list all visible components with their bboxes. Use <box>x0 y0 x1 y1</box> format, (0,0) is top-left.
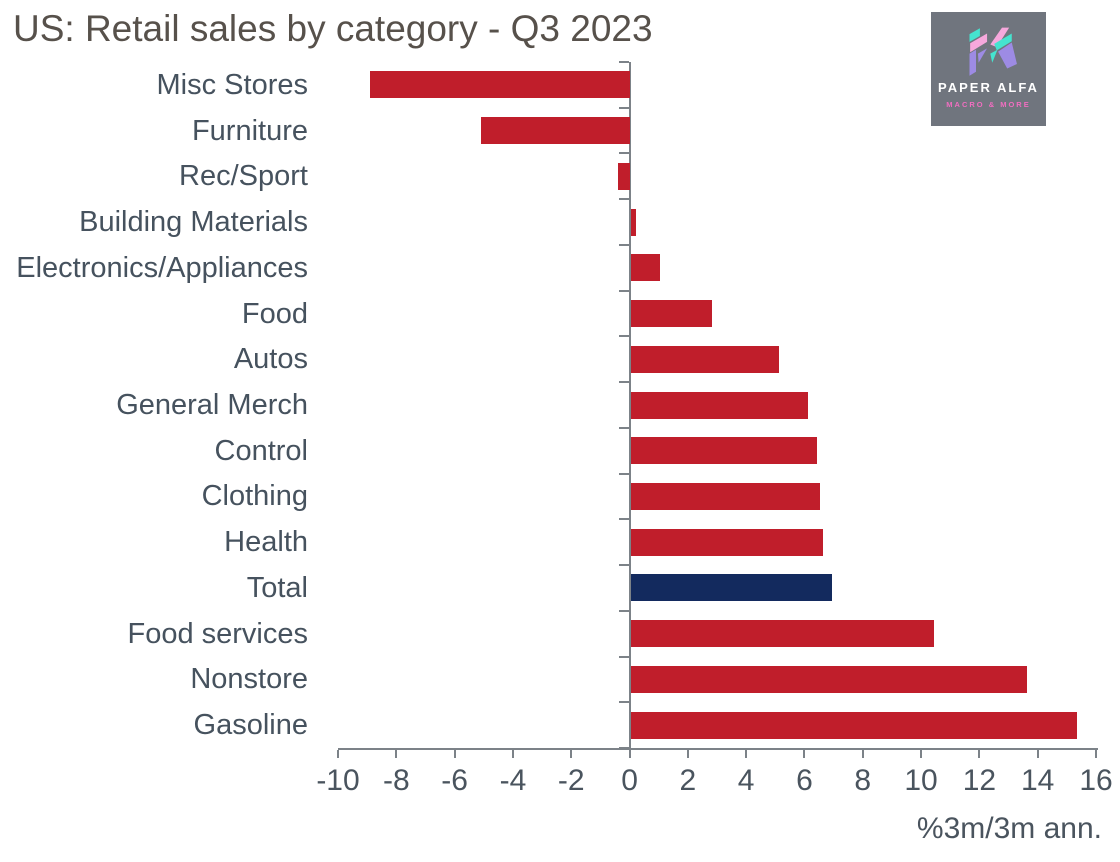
category-axis-tick <box>618 426 629 429</box>
value-axis-tick-label: 2 <box>679 764 697 797</box>
category-label-clothing: Clothing <box>201 480 308 513</box>
value-axis-tick-label: 4 <box>737 764 755 797</box>
bar-furniture <box>480 117 630 145</box>
paper-alfa-logo: PAPER ALFA MACRO & MORE <box>931 12 1046 126</box>
value-axis-tick-label: -8 <box>382 764 410 797</box>
category-axis-tick <box>618 472 629 475</box>
category-axis-tick <box>618 381 629 384</box>
bar-clothing <box>630 482 821 510</box>
bar-total <box>630 574 832 602</box>
category-label-total: Total <box>246 571 308 604</box>
category-label-building-materials: Building Materials <box>79 206 308 239</box>
category-axis-tick <box>618 564 629 567</box>
category-label-control: Control <box>214 434 309 467</box>
value-axis-tick <box>861 750 864 758</box>
category-axis-tick <box>618 518 629 521</box>
category-label-health: Health <box>224 526 308 559</box>
value-axis-tick <box>511 750 514 758</box>
bar-electronics-appliances <box>630 254 660 282</box>
value-axis-tick-label: -4 <box>499 764 527 797</box>
value-axis-tick-label: -2 <box>557 764 585 797</box>
category-label-gasoline: Gasoline <box>193 709 308 742</box>
category-label-food: Food <box>241 297 308 330</box>
bar-food <box>630 300 713 328</box>
category-axis-tick <box>618 243 629 246</box>
category-label-food-services: Food services <box>127 617 308 650</box>
bar-general-merch <box>630 391 809 419</box>
bar-rec-sport <box>617 162 630 190</box>
category-label-autos: Autos <box>233 343 308 376</box>
bar-autos <box>630 345 780 373</box>
category-axis-tick <box>618 152 629 155</box>
category-label-electronics-appliances: Electronics/Appliances <box>16 251 308 284</box>
value-axis-tick-label: 16 <box>1079 764 1113 797</box>
value-axis-tick-label: 0 <box>621 764 638 797</box>
category-axis-tick <box>618 106 629 109</box>
value-axis-tick <box>978 750 981 758</box>
value-axis-tick <box>395 750 398 758</box>
value-axis-tick <box>570 750 573 758</box>
value-axis-tick <box>686 750 689 758</box>
x-axis-caption: %3m/3m ann. <box>916 812 1102 845</box>
bar-nonstore <box>630 665 1028 693</box>
bar-food-services <box>630 620 934 648</box>
value-axis-tick <box>1036 750 1039 758</box>
value-axis-tick-label: 14 <box>1021 764 1055 797</box>
bar-building-materials <box>630 208 637 236</box>
category-label-misc-stores: Misc Stores <box>156 68 308 101</box>
value-axis-tick <box>745 750 748 758</box>
category-label-general-merch: General Merch <box>116 389 308 421</box>
logo-tagline-text: MACRO & MORE <box>946 100 1031 109</box>
value-axis-tick-label: -10 <box>316 764 360 797</box>
logo-brand-text: PAPER ALFA <box>938 80 1039 95</box>
category-label-furniture: Furniture <box>191 114 308 147</box>
category-label-nonstore: Nonstore <box>190 663 308 696</box>
value-axis-tick-label: 8 <box>854 764 872 797</box>
chart-title: US: Retail sales by category - Q3 2023 <box>13 8 653 49</box>
category-axis-tick <box>618 61 629 63</box>
bar-misc-stores <box>370 71 630 99</box>
category-axis-tick <box>618 655 629 658</box>
category-label-rec-sport: Rec/Sport <box>179 160 308 193</box>
paper-alfa-monogram-icon <box>969 27 1017 76</box>
value-axis-tick-label: 10 <box>904 764 938 797</box>
category-axis-tick <box>618 335 629 338</box>
bar-gasoline <box>630 711 1077 739</box>
category-axis-line <box>628 62 631 750</box>
category-axis-tick <box>618 609 629 612</box>
value-axis-tick-label: -6 <box>441 764 468 797</box>
value-axis-tick <box>337 750 339 758</box>
value-axis-tick <box>453 750 456 758</box>
category-axis-tick <box>618 289 629 292</box>
category-axis-tick <box>618 198 629 201</box>
value-axis-tick-label: 6 <box>796 764 813 797</box>
value-axis-tick <box>628 750 631 758</box>
value-axis-tick-label: 12 <box>962 764 997 797</box>
value-axis-tick <box>920 750 923 758</box>
bar-control <box>630 437 818 465</box>
value-axis-tick <box>1095 750 1097 758</box>
value-axis-tick <box>803 750 806 758</box>
category-axis-tick <box>618 701 629 704</box>
bar-health <box>630 528 823 556</box>
value-axis-line <box>338 748 1098 750</box>
